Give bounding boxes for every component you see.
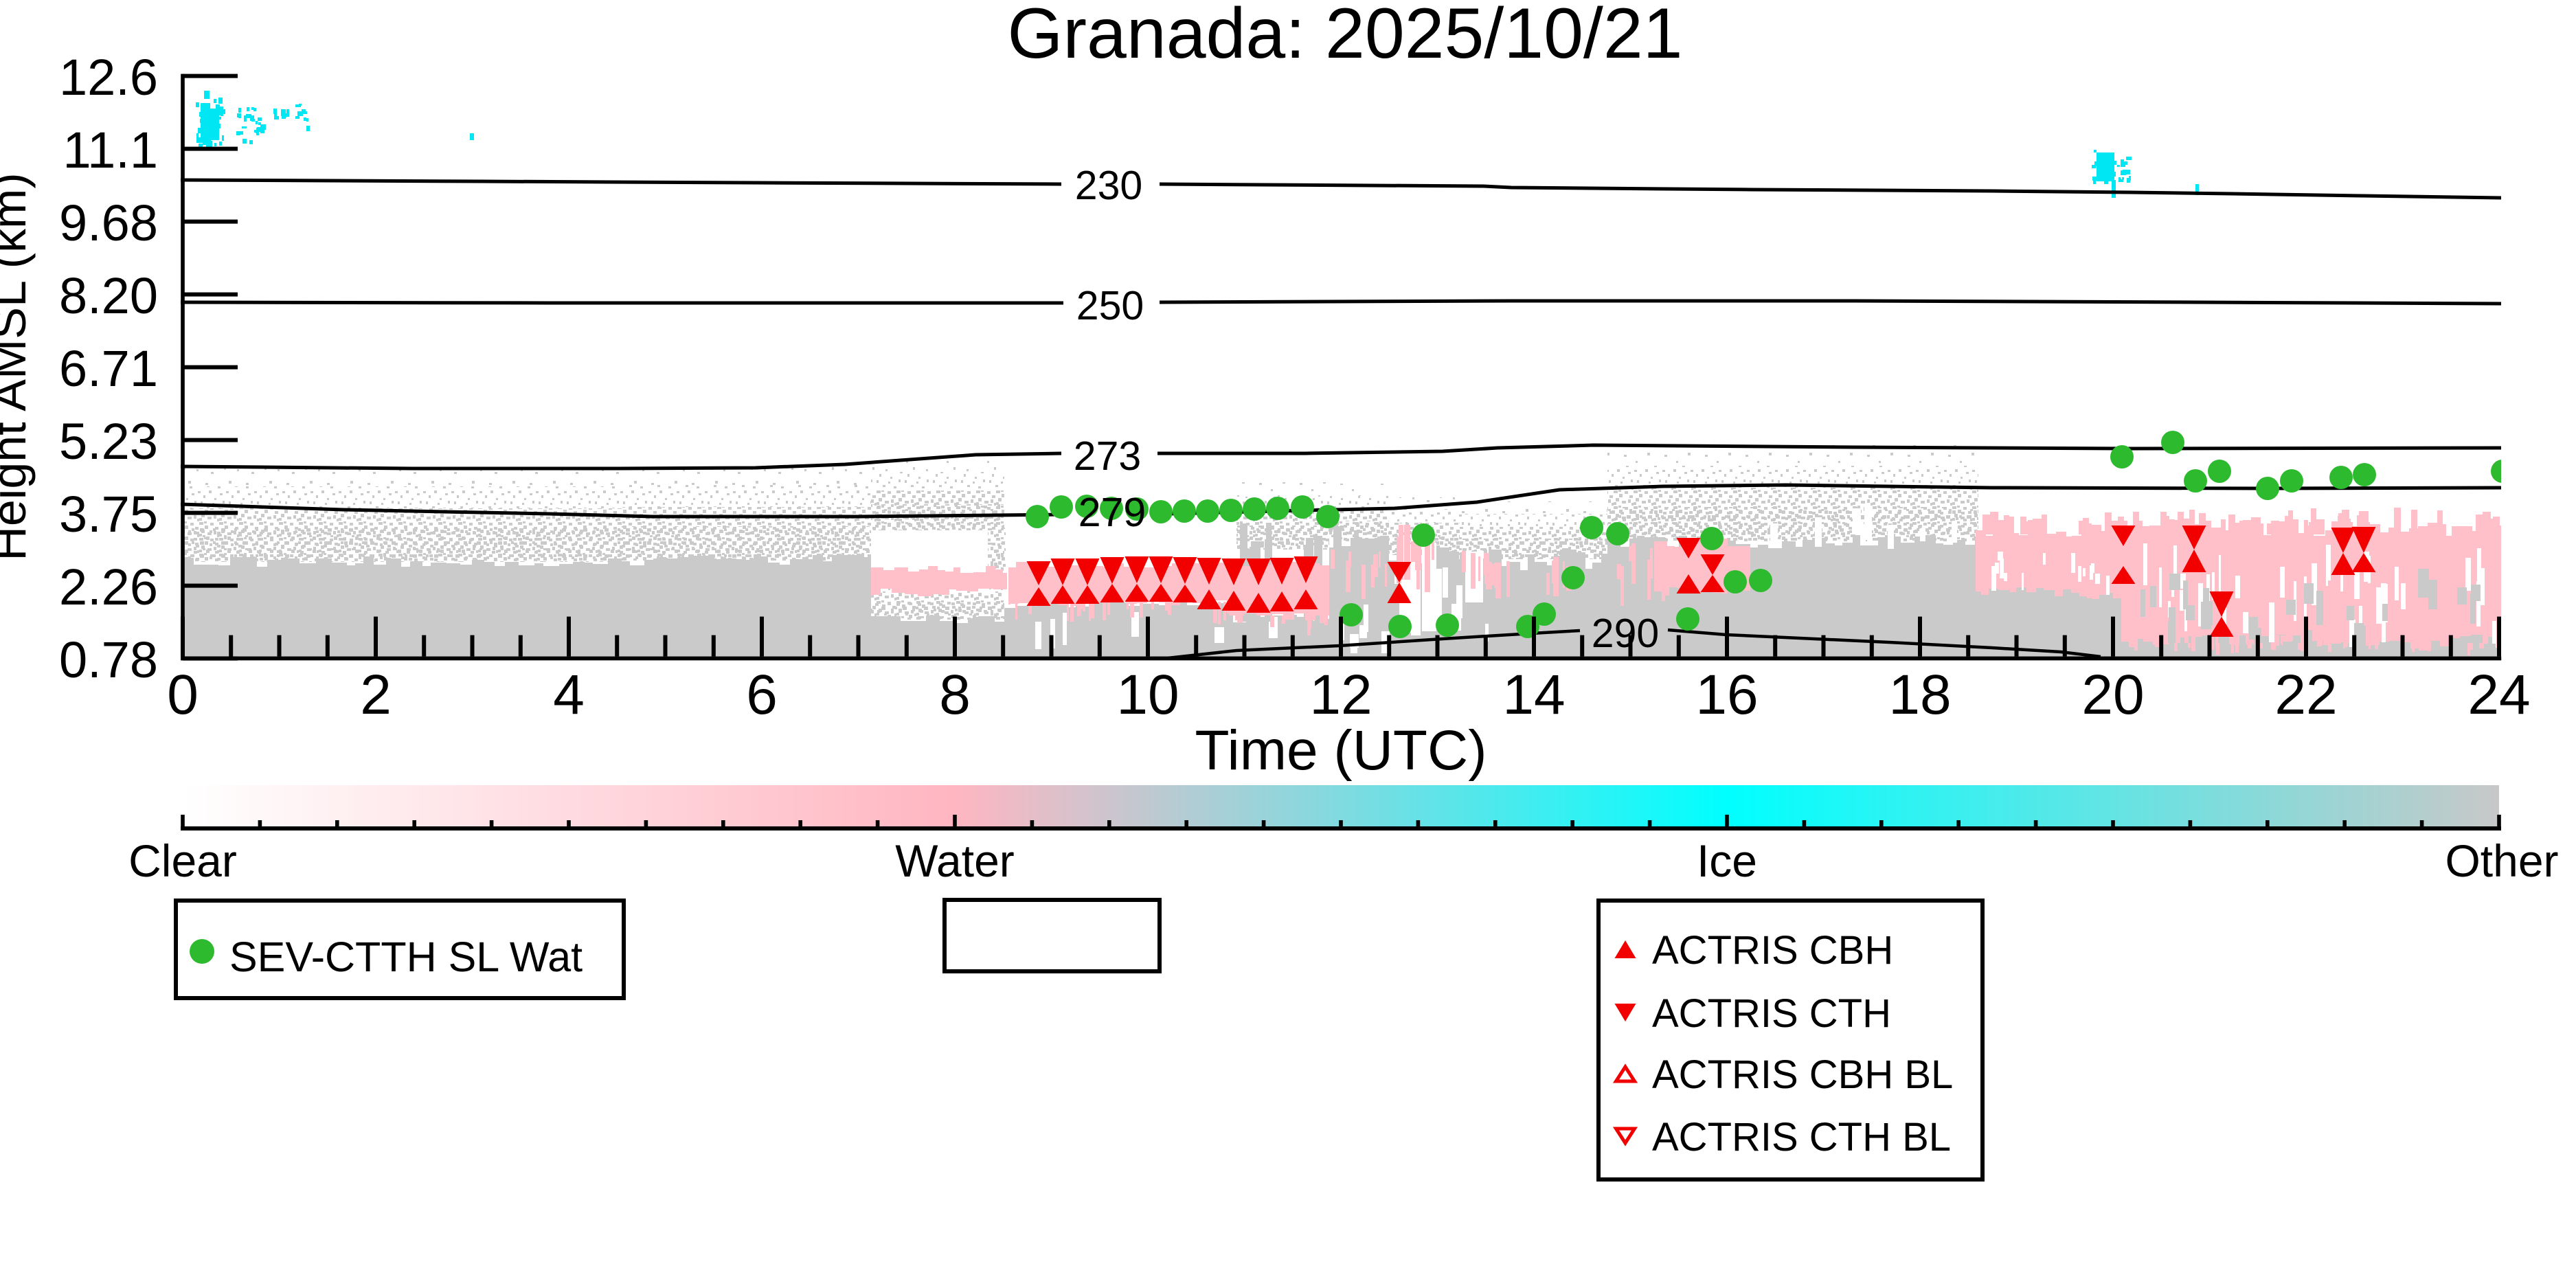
svg-text:Time (UTC): Time (UTC): [1195, 719, 1487, 782]
svg-text:ACTRIS CTH: ACTRIS CTH: [1652, 991, 1891, 1036]
svg-text:279: 279: [1078, 490, 1146, 535]
svg-text:Granada: 2025/10/21: Granada: 2025/10/21: [1007, 0, 1682, 74]
svg-text:250: 250: [1076, 283, 1144, 328]
svg-text:4: 4: [553, 664, 585, 726]
svg-text:8.20: 8.20: [59, 267, 158, 324]
svg-text:6.71: 6.71: [59, 340, 158, 397]
svg-text:3.75: 3.75: [59, 486, 158, 543]
svg-text:Clear: Clear: [128, 835, 237, 886]
svg-text:12.6: 12.6: [59, 49, 158, 106]
svg-text:SEV-CTTH SL Wat: SEV-CTTH SL Wat: [229, 934, 583, 980]
svg-text:Water: Water: [895, 835, 1015, 886]
svg-text:8: 8: [939, 664, 971, 726]
svg-text:9.68: 9.68: [59, 194, 158, 251]
svg-text:14: 14: [1502, 664, 1565, 726]
svg-text:273: 273: [1074, 433, 1141, 479]
svg-text:16: 16: [1695, 664, 1758, 726]
svg-text:12: 12: [1309, 664, 1372, 726]
svg-text:2.26: 2.26: [59, 558, 158, 615]
svg-text:2: 2: [360, 664, 392, 726]
svg-text:230: 230: [1075, 163, 1142, 208]
svg-text:ACTRIS CTH BL: ACTRIS CTH BL: [1652, 1115, 1951, 1160]
svg-text:18: 18: [1888, 664, 1951, 726]
svg-text:290: 290: [1592, 611, 1659, 656]
svg-text:10: 10: [1116, 664, 1179, 726]
svg-text:20: 20: [2081, 664, 2144, 726]
svg-text:Height AMSL (km): Height AMSL (km): [0, 172, 36, 561]
svg-text:ACTRIS CBH: ACTRIS CBH: [1652, 928, 1893, 973]
svg-text:6: 6: [746, 664, 778, 726]
svg-text:24: 24: [2467, 664, 2530, 726]
svg-text:11.1: 11.1: [63, 122, 158, 179]
svg-text:5.23: 5.23: [59, 413, 158, 470]
svg-text:Ice: Ice: [1697, 835, 1757, 886]
svg-text:22: 22: [2274, 664, 2337, 726]
svg-text:0.78: 0.78: [59, 631, 158, 688]
svg-text:Other: Other: [2445, 835, 2558, 886]
svg-text:0: 0: [167, 664, 199, 726]
svg-text:ACTRIS CBH BL: ACTRIS CBH BL: [1652, 1052, 1953, 1097]
